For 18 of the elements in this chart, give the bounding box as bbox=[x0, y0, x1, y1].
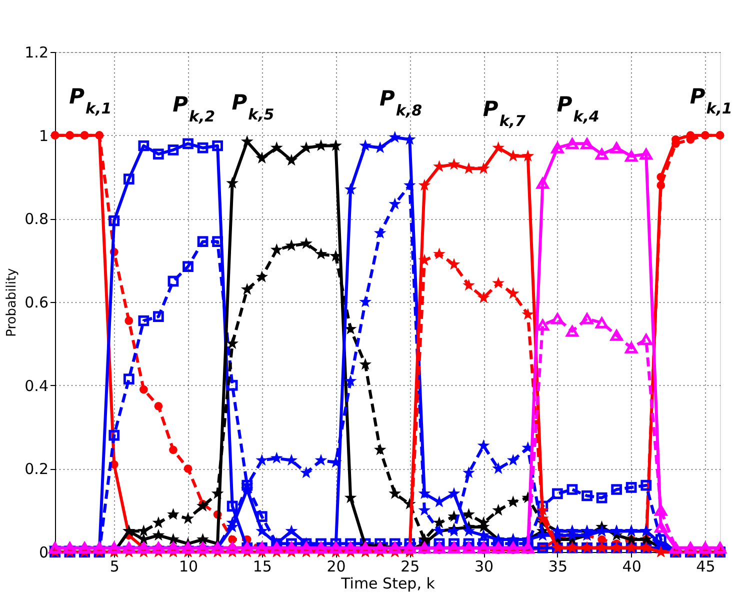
x-tick-label: 15 bbox=[252, 558, 272, 576]
y-tick-label: 0.2 bbox=[24, 460, 48, 478]
x-tick-label: 45 bbox=[696, 558, 716, 576]
x-tick-label: 35 bbox=[548, 558, 568, 576]
y-tick-label: 1 bbox=[38, 126, 48, 145]
x-tick-label: 30 bbox=[474, 558, 494, 576]
x-tick-label: 5 bbox=[110, 558, 120, 576]
y-tick-label: 1.2 bbox=[24, 44, 48, 62]
y-tick-label: 0.4 bbox=[24, 376, 48, 395]
y-tick-label: 0 bbox=[38, 544, 48, 562]
y-axis-title: Probability bbox=[4, 268, 20, 337]
x-axis-title: Time Step, k bbox=[340, 574, 436, 592]
x-tick-label: 10 bbox=[178, 558, 198, 576]
y-tick-label: 0.8 bbox=[24, 210, 48, 228]
x-tick-label: 25 bbox=[400, 558, 420, 576]
x-tick-label: 20 bbox=[326, 558, 346, 576]
x-tick-label: 40 bbox=[622, 558, 642, 576]
y-tick-label: 0.6 bbox=[24, 294, 48, 312]
